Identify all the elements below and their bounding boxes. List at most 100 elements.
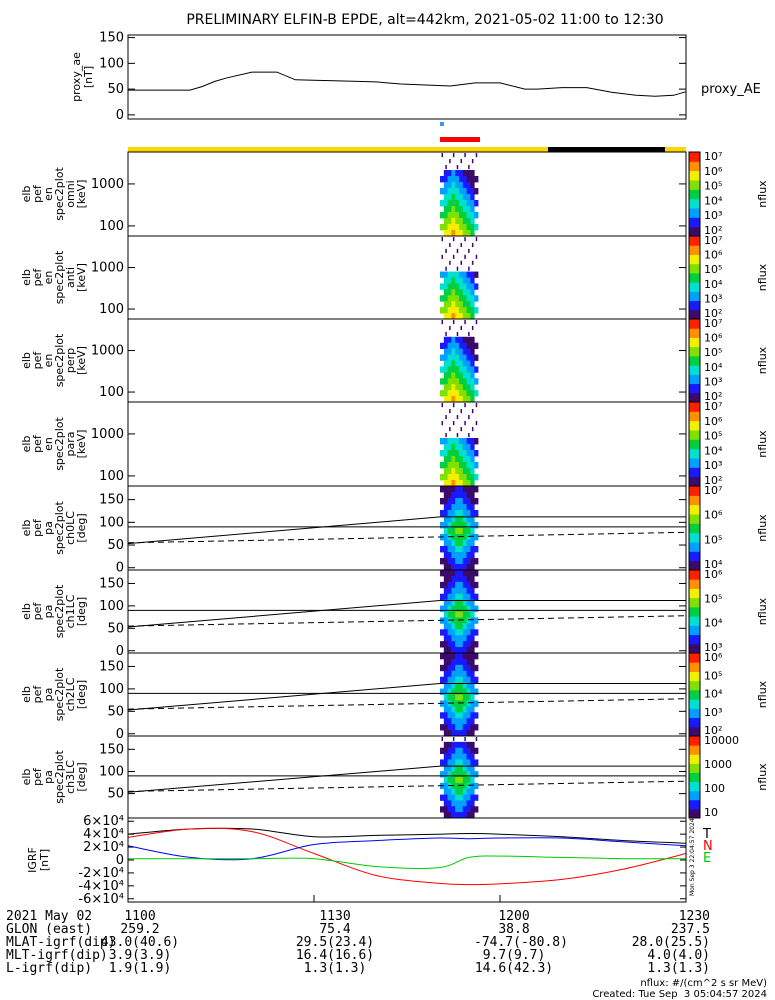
colorbar-tick-label: 10⁵ bbox=[704, 533, 722, 546]
spectrogram-cell bbox=[456, 248, 459, 254]
spectrogram-cell bbox=[455, 771, 460, 778]
footer-value: 1.9(1.9) bbox=[108, 961, 172, 976]
spectrogram-cell bbox=[466, 647, 471, 654]
spectrogram-cell bbox=[466, 694, 471, 701]
colorbar-segment bbox=[689, 495, 700, 501]
spectrogram-cell bbox=[466, 623, 471, 630]
spectrogram-cell bbox=[451, 629, 456, 636]
ytick-label: 6×10⁴ bbox=[83, 814, 124, 829]
spectrogram-cell bbox=[470, 522, 475, 529]
colorbar-segment bbox=[689, 263, 700, 269]
anti-loss-cone-line bbox=[127, 780, 687, 792]
spectrogram-cell bbox=[459, 676, 464, 684]
spectrogram-cell bbox=[474, 522, 479, 529]
spectrogram-cell bbox=[464, 403, 466, 408]
igrf-legend-T: T bbox=[702, 827, 711, 842]
spectrogram-cell bbox=[459, 617, 464, 624]
spectrogram-cell bbox=[451, 730, 456, 737]
spectrogram-cell bbox=[451, 759, 456, 766]
colorbar-segment bbox=[689, 808, 700, 814]
spectrogram-cell bbox=[447, 462, 452, 469]
colorbar-segment bbox=[689, 629, 700, 636]
spectrogram-cell bbox=[451, 212, 456, 219]
colorbar-segment bbox=[689, 472, 700, 478]
spectrogram-cell bbox=[443, 759, 448, 766]
spectrogram-cell bbox=[470, 706, 475, 713]
spectrogram-cell bbox=[462, 623, 467, 630]
spectrogram-cell bbox=[455, 486, 460, 493]
spectrogram-cell bbox=[443, 510, 448, 517]
colorbar-segment bbox=[689, 365, 700, 371]
spectrogram-cell bbox=[443, 587, 448, 595]
spectrogram-cell bbox=[447, 694, 452, 701]
colorbar-segment bbox=[689, 537, 700, 543]
spectrogram-cell bbox=[470, 718, 475, 725]
spectrogram-cell bbox=[474, 486, 479, 493]
spectrogram-cell bbox=[459, 806, 464, 813]
spectrogram-cell bbox=[451, 384, 456, 391]
colorbar-tick-label: 10² bbox=[704, 724, 722, 737]
spectrogram-cell bbox=[470, 623, 475, 630]
spectrogram-cell bbox=[474, 176, 479, 183]
spectrogram-cell bbox=[455, 378, 460, 385]
spectrogram-cell bbox=[445, 331, 447, 337]
spectrogram-cell bbox=[462, 378, 467, 385]
spectrogram-cell bbox=[466, 372, 471, 379]
colorbar-segment bbox=[689, 597, 700, 603]
spectrogram-cell bbox=[471, 242, 474, 248]
spectrogram-cell bbox=[459, 510, 464, 517]
spectrogram-cell bbox=[459, 188, 464, 195]
spectrogram-cell bbox=[459, 777, 464, 784]
spectrogram-cell bbox=[455, 188, 460, 195]
colorbar-segment bbox=[689, 799, 700, 805]
spectrogram-cell bbox=[455, 753, 460, 760]
spectrogram-cell bbox=[455, 277, 460, 284]
spectrogram-cell bbox=[451, 741, 456, 749]
spectrogram-cell bbox=[440, 450, 445, 457]
spectrogram-cell bbox=[462, 694, 467, 701]
spectrogram-cell bbox=[447, 564, 452, 571]
spectrogram-cell bbox=[459, 396, 464, 403]
colorbar-tick-label: 10 bbox=[704, 806, 718, 819]
spectrogram-cell bbox=[462, 194, 467, 201]
colorbar-segment bbox=[689, 430, 700, 436]
footer-value: 3.9(3.9) bbox=[108, 948, 172, 963]
spectrogram-cell bbox=[462, 587, 467, 595]
spectrogram-cell bbox=[443, 366, 448, 373]
spectrogram-cell bbox=[470, 200, 475, 207]
colorbar-segment bbox=[689, 588, 700, 594]
spectrogram-cell bbox=[443, 724, 448, 731]
spectrogram-cell bbox=[443, 378, 448, 385]
spectrogram-cell bbox=[466, 747, 471, 754]
spectrogram-cell bbox=[474, 390, 479, 397]
colorbar-segment bbox=[689, 745, 700, 751]
spectrogram-cell bbox=[451, 800, 456, 807]
igrf-series-N bbox=[127, 827, 687, 886]
spectrogram-cell bbox=[455, 289, 460, 296]
spectrogram-cell bbox=[445, 165, 447, 170]
footer-value: 1230 bbox=[678, 909, 710, 924]
spectrogram-cell bbox=[451, 182, 456, 189]
spectrogram-cell bbox=[459, 218, 464, 225]
spectrogram-cell bbox=[447, 741, 452, 749]
ytick-label: -6×10⁴ bbox=[78, 892, 124, 907]
spectrogram-cell bbox=[470, 747, 475, 754]
igrf-series-T bbox=[127, 827, 687, 844]
spectrogram-cell bbox=[447, 599, 452, 606]
colorbar-segment bbox=[689, 467, 700, 473]
spectrogram-cell bbox=[459, 313, 464, 320]
spectrogram-cell bbox=[462, 283, 467, 290]
spectrogram-cell bbox=[447, 653, 452, 660]
spectrogram-cell bbox=[462, 206, 467, 213]
spectrogram-cell bbox=[459, 700, 464, 707]
panel-frame bbox=[127, 817, 687, 903]
colorbar-segment bbox=[689, 332, 700, 338]
spectrogram-cell bbox=[462, 564, 467, 571]
colorbar-segment bbox=[689, 208, 700, 214]
colorbar-segment bbox=[689, 657, 700, 663]
spectrogram-cell bbox=[447, 706, 452, 713]
spectrogram-cell bbox=[451, 289, 456, 296]
colorbar-segment bbox=[689, 392, 700, 398]
spectrogram-cell bbox=[470, 170, 475, 177]
